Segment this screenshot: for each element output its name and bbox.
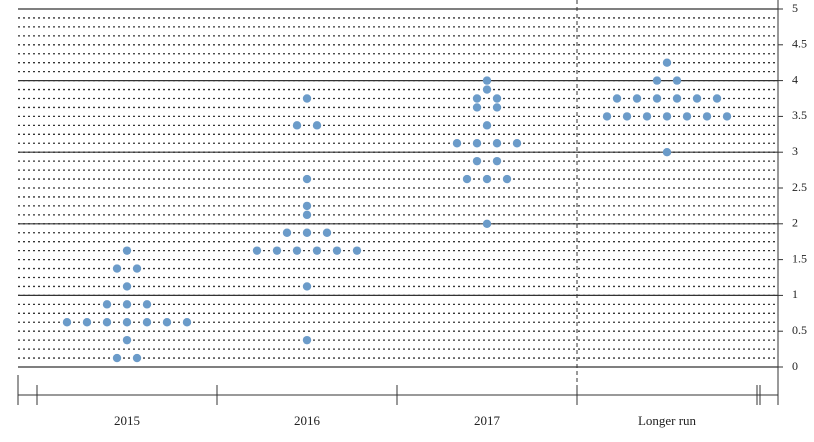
dot bbox=[122, 282, 132, 291]
dot bbox=[662, 112, 672, 121]
dot bbox=[272, 246, 282, 255]
dot bbox=[672, 94, 682, 103]
dot bbox=[492, 94, 502, 103]
y-tick-label: 3 bbox=[792, 144, 798, 158]
dot bbox=[302, 282, 312, 291]
dot bbox=[252, 246, 262, 255]
dot bbox=[132, 264, 142, 273]
dot bbox=[122, 300, 132, 309]
dot bbox=[702, 112, 712, 121]
dot bbox=[312, 246, 322, 255]
dot bbox=[112, 353, 122, 363]
dot bbox=[302, 210, 312, 220]
y-tick-label: 1.5 bbox=[792, 251, 807, 265]
dot bbox=[482, 174, 492, 184]
dot bbox=[352, 246, 362, 255]
dot bbox=[292, 246, 302, 255]
dot bbox=[302, 335, 312, 345]
dot bbox=[472, 156, 482, 166]
dot bbox=[512, 139, 522, 148]
dot bbox=[162, 318, 172, 327]
y-tick-label: 5 bbox=[792, 1, 798, 15]
dot bbox=[282, 228, 292, 237]
dot bbox=[142, 300, 152, 309]
dot bbox=[102, 300, 112, 309]
dot bbox=[112, 264, 122, 273]
dot bbox=[482, 219, 492, 228]
dot bbox=[722, 112, 732, 121]
dot bbox=[302, 201, 312, 211]
y-tick-label: 1 bbox=[792, 287, 798, 301]
y-tick-label: 0 bbox=[792, 359, 798, 373]
dot bbox=[482, 121, 492, 130]
dot bbox=[632, 94, 642, 103]
dot bbox=[102, 318, 112, 327]
dot bbox=[482, 85, 492, 94]
dot bbox=[292, 121, 302, 130]
dot bbox=[122, 246, 132, 255]
dot bbox=[182, 318, 192, 327]
dot bbox=[302, 94, 312, 103]
dot bbox=[492, 103, 502, 112]
dot bbox=[472, 139, 482, 148]
dot bbox=[602, 112, 612, 121]
x-tick-label: 2016 bbox=[294, 413, 321, 428]
dot bbox=[492, 139, 502, 148]
dot bbox=[642, 112, 652, 121]
dot bbox=[682, 112, 692, 121]
dot bbox=[662, 148, 672, 157]
dot bbox=[142, 318, 152, 327]
dot bbox=[652, 94, 662, 103]
dot bbox=[472, 94, 482, 103]
y-tick-label: 0.5 bbox=[792, 323, 807, 337]
dot bbox=[82, 318, 92, 327]
y-tick-label: 2.5 bbox=[792, 180, 807, 194]
dot bbox=[462, 174, 472, 184]
dot bbox=[312, 121, 322, 130]
dot bbox=[612, 94, 622, 103]
dot bbox=[122, 335, 132, 345]
dot bbox=[662, 58, 672, 67]
dot bbox=[302, 174, 312, 184]
dot bbox=[502, 174, 512, 184]
x-tick-label: 2015 bbox=[114, 413, 140, 428]
dot bbox=[302, 228, 312, 237]
x-tick-label: 2017 bbox=[474, 413, 501, 428]
dot bbox=[452, 139, 462, 148]
dot bbox=[672, 76, 682, 85]
dot bbox=[62, 318, 72, 327]
dot bbox=[132, 353, 142, 363]
dot bbox=[492, 156, 502, 166]
dot bbox=[332, 246, 342, 255]
y-tick-label: 4.5 bbox=[792, 37, 807, 51]
dot bbox=[652, 76, 662, 85]
dot bbox=[482, 76, 492, 85]
y-tick-label: 4 bbox=[792, 72, 798, 86]
dot bbox=[622, 112, 632, 121]
y-tick-label: 3.5 bbox=[792, 108, 807, 122]
y-tick-label: 2 bbox=[792, 216, 798, 230]
dot bbox=[712, 94, 722, 103]
dot bbox=[692, 94, 702, 103]
dot bbox=[322, 228, 332, 237]
dot bbox=[472, 103, 482, 112]
dot bbox=[122, 318, 132, 327]
x-tick-label: Longer run bbox=[638, 413, 697, 428]
